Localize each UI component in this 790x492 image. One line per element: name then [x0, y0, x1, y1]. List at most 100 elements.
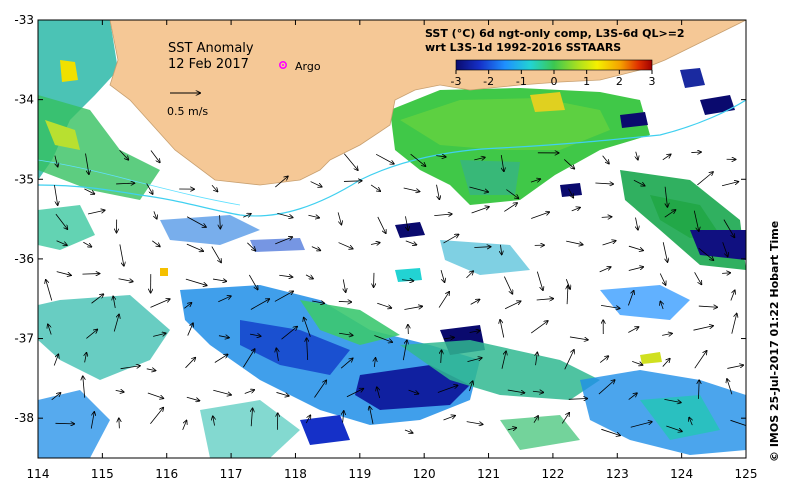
current-arrow — [312, 301, 324, 303]
current-arrow — [84, 188, 94, 194]
current-arrow — [632, 361, 642, 365]
current-arrow — [533, 416, 538, 423]
current-arrow — [184, 303, 191, 309]
current-arrow — [340, 358, 353, 369]
current-arrow — [113, 314, 119, 332]
current-arrow — [602, 155, 609, 164]
argo-label: Argo — [295, 60, 321, 73]
scale-arrow-label: 0.5 m/s — [167, 105, 208, 118]
current-arrow — [569, 336, 588, 340]
current-arrow — [628, 393, 637, 400]
current-arrow — [568, 398, 588, 399]
colorbar-tick-label: -1 — [516, 75, 527, 88]
current-arrow — [218, 296, 231, 303]
x-tick-label: 114 — [27, 467, 50, 481]
current-arrow — [699, 380, 700, 399]
colorbar-tick-label: 3 — [649, 75, 656, 88]
current-arrow — [55, 213, 68, 229]
current-arrow — [437, 385, 458, 393]
current-arrow — [153, 333, 166, 337]
x-tick-label: 125 — [735, 467, 758, 481]
current-arrow — [723, 219, 735, 238]
current-arrow — [244, 390, 255, 394]
current-arrow — [722, 242, 728, 256]
current-arrow — [436, 184, 440, 200]
current-arrow — [471, 207, 489, 214]
colorbar-tick-label: 2 — [616, 75, 623, 88]
current-arrow — [466, 421, 483, 425]
current-arrow — [275, 176, 288, 188]
current-arrow — [408, 389, 419, 394]
current-arrow — [532, 391, 543, 392]
current-arrow — [185, 358, 196, 369]
current-arrow — [250, 299, 269, 310]
current-arrow — [276, 392, 288, 396]
current-arrow — [599, 267, 611, 273]
current-arrow — [374, 335, 392, 342]
current-arrow — [211, 185, 218, 191]
current-arrow — [568, 188, 574, 198]
current-arrow — [116, 183, 134, 184]
current-arrow — [436, 156, 446, 157]
x-tick-label: 118 — [284, 467, 307, 481]
current-arrow — [311, 246, 320, 251]
current-arrow — [150, 408, 163, 425]
current-arrow — [338, 242, 353, 249]
current-arrow — [48, 324, 52, 335]
credit-text: © IMOS 25-Jul-2017 01:22 Hobart Time — [768, 221, 781, 462]
colorbar-tick-label: 0 — [551, 75, 558, 88]
current-arrow — [185, 278, 207, 285]
current-arrow — [665, 186, 667, 207]
current-arrow — [698, 247, 714, 260]
current-arrow — [305, 274, 313, 279]
colorbar-tick-label: -3 — [451, 75, 462, 88]
current-arrow — [86, 329, 97, 339]
current-arrow — [119, 418, 120, 429]
current-arrow — [564, 159, 574, 168]
current-arrow — [90, 412, 94, 429]
current-arrow — [662, 154, 671, 161]
current-arrow — [51, 393, 61, 401]
x-tick-label: 121 — [477, 467, 500, 481]
current-arrow — [698, 306, 717, 307]
x-axis: 114 115 116 117 118 119 120 121 122 123 124 125 — [27, 20, 758, 481]
current-arrow — [146, 183, 153, 195]
current-arrow — [530, 321, 548, 334]
y-tick-label: -34 — [14, 93, 34, 107]
current-arrow — [561, 413, 569, 424]
current-arrow — [443, 234, 458, 244]
current-arrow — [567, 285, 568, 305]
current-arrow — [85, 353, 87, 363]
current-arrow — [212, 279, 226, 281]
current-arrow — [571, 207, 580, 210]
current-arrow — [470, 300, 480, 305]
current-arrow — [500, 320, 505, 338]
current-arrow — [337, 212, 341, 224]
current-arrow — [501, 351, 506, 369]
x-tick-label: 122 — [541, 467, 564, 481]
current-arrow — [281, 327, 298, 340]
current-arrow — [213, 416, 215, 426]
y-tick-label: -36 — [14, 252, 34, 266]
plot-frame — [37, 19, 747, 459]
current-arrow — [633, 179, 645, 185]
current-arrow — [466, 271, 473, 279]
current-arrow — [186, 216, 206, 227]
current-arrow — [343, 153, 358, 170]
current-arrow — [630, 422, 652, 428]
current-arrow — [404, 306, 422, 310]
current-arrow — [187, 323, 193, 336]
current-arrow — [402, 340, 407, 361]
current-arrow — [602, 241, 616, 246]
current-arrow — [146, 369, 156, 371]
current-arrow — [500, 244, 501, 255]
current-arrow — [507, 389, 525, 393]
current-arrow — [566, 240, 583, 245]
current-arrow — [279, 275, 292, 277]
current-arrow — [660, 301, 663, 310]
y-tick-label: -38 — [14, 411, 34, 425]
current-arrow — [731, 314, 737, 334]
current-arrow — [54, 185, 57, 205]
